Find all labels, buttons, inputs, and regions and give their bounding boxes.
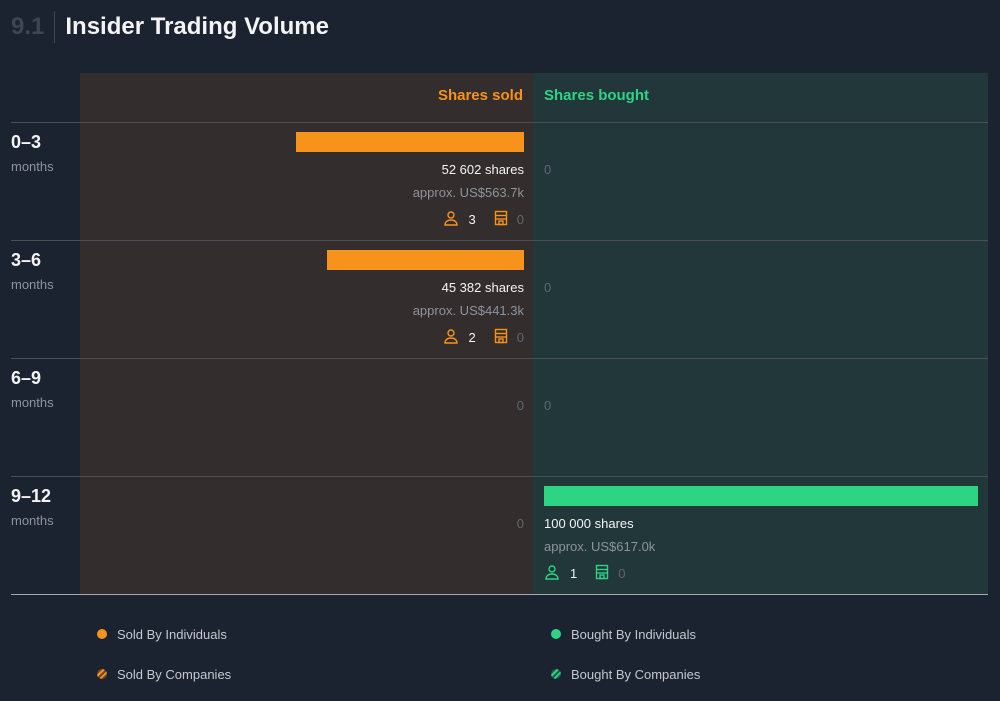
legend-item-bought-companies: Bought By Companies [551,665,700,683]
sold-zero-value: 0 [516,398,524,413]
sold-bar[interactable] [296,132,524,152]
chart-row: 6–9 months 0 0 [11,358,988,476]
building-icon [594,564,610,583]
chart-row: 0–3 months 52 602 shares approx. US$563.… [11,122,988,240]
period-unit: months [11,277,54,292]
period-range: 9–12 [11,486,52,506]
sold-shares: 45 382 shares [441,280,524,295]
period-unit: months [11,395,54,410]
person-icon [443,328,459,347]
bought-individuals-dot-icon [551,629,561,639]
legend-sold: Sold By Individuals Sold By Companies [97,625,231,701]
sold-companies-striped-dot-icon [97,669,107,679]
legend-item-sold-individuals: Sold By Individuals [97,625,231,643]
period-label: 9–12 months [11,485,54,528]
sold-counts: 2 0 [443,328,524,347]
sold-bar[interactable] [327,250,524,270]
individuals-count: 2 [468,330,476,345]
person-icon [544,564,560,583]
sold-counts: 3 0 [443,210,524,229]
bought-bar[interactable] [544,486,978,506]
legend-label: Bought By Individuals [571,626,697,642]
page-title: Insider Trading Volume [65,13,329,40]
legend-label: Bought By Companies [571,666,701,682]
period-unit: months [11,513,54,528]
bought-zero-value: 0 [544,398,552,413]
period-range: 0–3 [11,132,42,152]
bought-zero-value: 0 [544,280,552,295]
period-unit: months [11,159,54,174]
bought-approx-value: approx. US$617.0k [544,539,656,554]
bought-shares: 100 000 shares [544,516,634,531]
period-range: 6–9 [11,368,42,388]
building-icon [493,328,509,347]
companies-count: 0 [516,212,524,227]
bought-companies-striped-dot-icon [551,669,561,679]
column-header-shares-sold: Shares sold [437,87,523,104]
person-icon [443,210,459,229]
companies-count: 0 [618,566,626,581]
chart-row: 3–6 months 45 382 shares approx. US$441.… [11,240,988,358]
sold-individuals-dot-icon [97,629,107,639]
period-label: 6–9 months [11,367,54,410]
chart-baseline [11,594,988,595]
chart-row: 9–12 months 0 100 000 shares approx. US$… [11,476,988,594]
bought-zero-value: 0 [544,162,552,177]
bought-column-background [533,73,988,594]
sold-approx-value: approx. US$441.3k [412,303,524,318]
legend-label: Sold By Individuals [117,626,227,642]
legend-label: Sold By Companies [117,666,232,682]
building-icon [493,210,509,229]
column-header-shares-bought: Shares bought [544,87,650,104]
sold-shares: 52 602 shares [441,162,524,177]
sold-zero-value: 0 [516,516,524,531]
bought-counts: 1 0 [544,564,625,583]
companies-count: 0 [516,330,524,345]
section-number: 9.1 [11,11,56,43]
period-label: 0–3 months [11,131,54,174]
section-header: 9.1 Insider Trading Volume [11,10,329,44]
legend-item-bought-individuals: Bought By Individuals [551,625,700,643]
individuals-count: 3 [468,212,476,227]
period-range: 3–6 [11,250,42,270]
period-label: 3–6 months [11,249,54,292]
insider-trading-chart: Shares sold Shares bought 0–3 months 52 … [11,73,988,595]
legend-item-sold-companies: Sold By Companies [97,665,231,683]
sold-column-background [80,73,533,594]
legend-bought: Bought By Individuals Bought By Companie… [551,625,700,701]
individuals-count: 1 [570,566,578,581]
sold-approx-value: approx. US$563.7k [412,185,524,200]
